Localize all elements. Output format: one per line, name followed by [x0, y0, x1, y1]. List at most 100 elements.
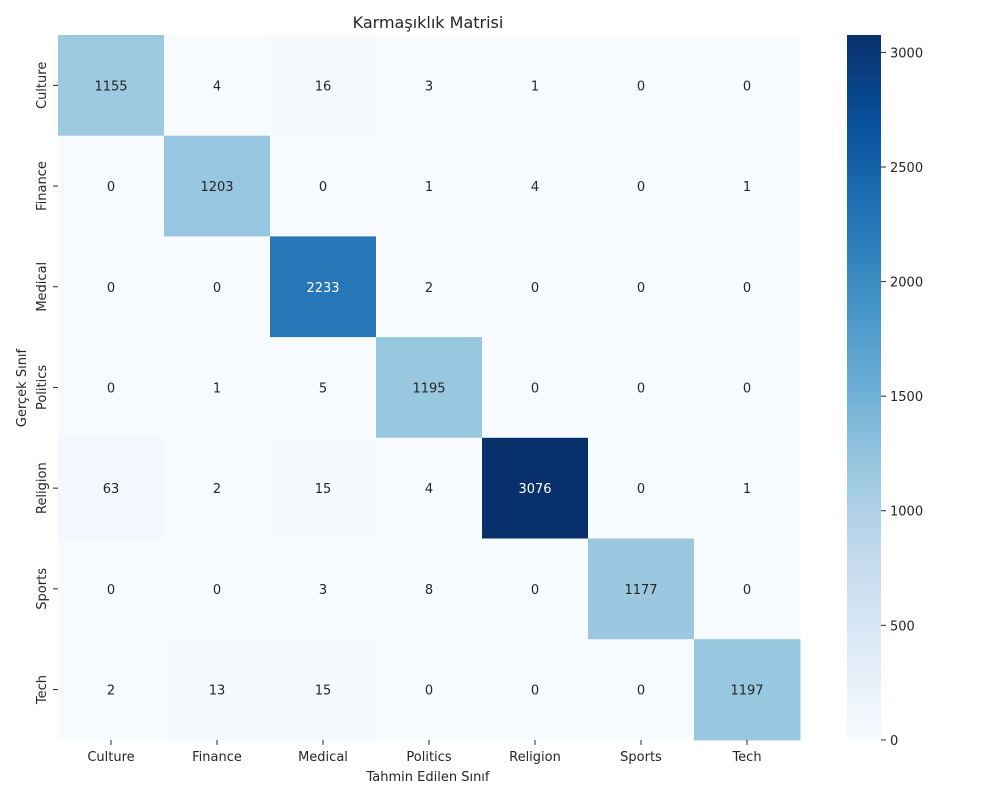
y-tick-label: Culture	[35, 62, 50, 109]
colorbar-tick-label: 2500	[890, 161, 923, 176]
cell-value-label: 0	[531, 281, 539, 296]
x-tick-label: Sports	[620, 750, 662, 765]
heatmap-cell	[270, 35, 377, 137]
colorbar-tick-label: 500	[890, 619, 915, 634]
heatmap-cell	[482, 437, 589, 539]
y-tick-label: Tech	[35, 675, 50, 705]
colorbar-gradient	[847, 35, 881, 740]
cell-value-label: 0	[637, 281, 645, 296]
cell-value-label: 0	[637, 79, 645, 94]
heatmap-cell	[270, 135, 377, 237]
heatmap-cell	[270, 337, 377, 439]
heatmap-cell	[376, 437, 483, 539]
cell-value-label: 1203	[200, 180, 233, 195]
x-tick-labels: Culture Finance Medical Politics Religion Spo…	[87, 739, 762, 765]
y-tick-label: Finance	[35, 161, 50, 211]
heatmap-cell	[588, 236, 695, 338]
x-tick-label: Tech	[731, 750, 761, 765]
heatmap-cell	[270, 437, 377, 539]
heatmap-cells: 1155 4 16 3 1 0 00 1203 0 1 4 0 10 0 2233 2 0 0 00 1 5 1195 0 0…	[58, 35, 801, 741]
chart-title: Karmaşıklık Matrisi	[353, 13, 504, 32]
colorbar-tick-label: 3000	[890, 46, 923, 61]
heatmap-cell	[58, 35, 165, 137]
cell-value-label: 2	[107, 684, 115, 699]
y-tick-labels: Culture Finance Medical Politics Religion Spo…	[35, 62, 58, 705]
cell-value-label: 1197	[730, 684, 763, 699]
heatmap-cell	[588, 538, 695, 640]
colorbar-tick-label: 0	[890, 734, 898, 749]
heatmap-cell	[164, 135, 271, 237]
heatmap-cell	[376, 337, 483, 439]
heatmap-cell	[270, 538, 377, 640]
heatmap-cell	[694, 538, 801, 640]
cell-value-label: 1155	[94, 79, 127, 94]
x-tick-label: Religion	[509, 750, 561, 765]
heatmap-cell	[482, 135, 589, 237]
cell-value-label: 63	[103, 482, 120, 497]
cell-value-label: 8	[425, 583, 433, 598]
cell-value-label: 0	[531, 583, 539, 598]
heatmap-cell	[164, 639, 271, 741]
heatmap-cell	[376, 538, 483, 640]
heatmap-cell	[58, 236, 165, 338]
y-axis-label: Gerçek Sınıf	[15, 348, 30, 427]
x-tick-label: Culture	[87, 750, 134, 765]
cell-value-label: 4	[531, 180, 539, 195]
cell-value-label: 1177	[624, 583, 657, 598]
cell-value-label: 0	[213, 583, 221, 598]
heatmap-cell	[58, 135, 165, 237]
heatmap-cell	[694, 135, 801, 237]
x-tick-label: Finance	[192, 750, 242, 765]
heatmap-cell	[588, 337, 695, 439]
heatmap-cell	[694, 236, 801, 338]
heatmap-cell	[588, 639, 695, 741]
heatmap-cell	[164, 538, 271, 640]
cell-value-label: 0	[213, 281, 221, 296]
heatmap-cell	[376, 236, 483, 338]
cell-value-label: 0	[743, 381, 751, 396]
cell-value-label: 1	[743, 180, 751, 195]
cell-value-label: 0	[107, 281, 115, 296]
cell-value-label: 2	[213, 482, 221, 497]
cell-value-label: 0	[107, 583, 115, 598]
heatmap-cell	[694, 35, 801, 137]
x-tick-label: Politics	[406, 750, 451, 765]
cell-value-label: 1	[213, 381, 221, 396]
cell-value-label: 0	[107, 381, 115, 396]
cell-value-label: 0	[107, 180, 115, 195]
cell-value-label: 3	[425, 79, 433, 94]
cell-value-label: 1	[531, 79, 539, 94]
cell-value-label: 0	[743, 79, 751, 94]
heatmap-cell	[588, 135, 695, 237]
heatmap-cell	[482, 35, 589, 137]
cell-value-label: 1	[743, 482, 751, 497]
colorbar-tick-label: 1500	[890, 390, 923, 405]
heatmap-cell	[58, 538, 165, 640]
heatmap-cell	[694, 639, 801, 741]
heatmap-cell	[164, 236, 271, 338]
colorbar-tick-label: 1000	[890, 505, 923, 520]
colorbar-tick-label: 2000	[890, 276, 923, 291]
heatmap-cell	[58, 639, 165, 741]
cell-value-label: 4	[425, 482, 433, 497]
y-tick-label: Religion	[35, 462, 50, 514]
cell-value-label: 0	[743, 281, 751, 296]
colorbar: 0 500 1000 1500 2000 2500 3000	[847, 35, 923, 749]
cell-value-label: 0	[743, 583, 751, 598]
cell-value-label: 3	[319, 583, 327, 598]
heatmap-cell	[164, 35, 271, 137]
cell-value-label: 0	[637, 180, 645, 195]
heatmap-cell	[164, 437, 271, 539]
heatmap-cell	[588, 35, 695, 137]
heatmap-cell	[376, 35, 483, 137]
cell-value-label: 1	[425, 180, 433, 195]
x-axis-label: Tahmin Edilen Sınıf	[366, 770, 490, 785]
cell-value-label: 0	[425, 684, 433, 699]
cell-value-label: 0	[531, 381, 539, 396]
cell-value-label: 0	[637, 482, 645, 497]
cell-value-label: 0	[531, 684, 539, 699]
cell-value-label: 0	[637, 684, 645, 699]
cell-value-label: 2233	[306, 281, 339, 296]
heatmap-cell	[270, 236, 377, 338]
heatmap-cell	[482, 236, 589, 338]
